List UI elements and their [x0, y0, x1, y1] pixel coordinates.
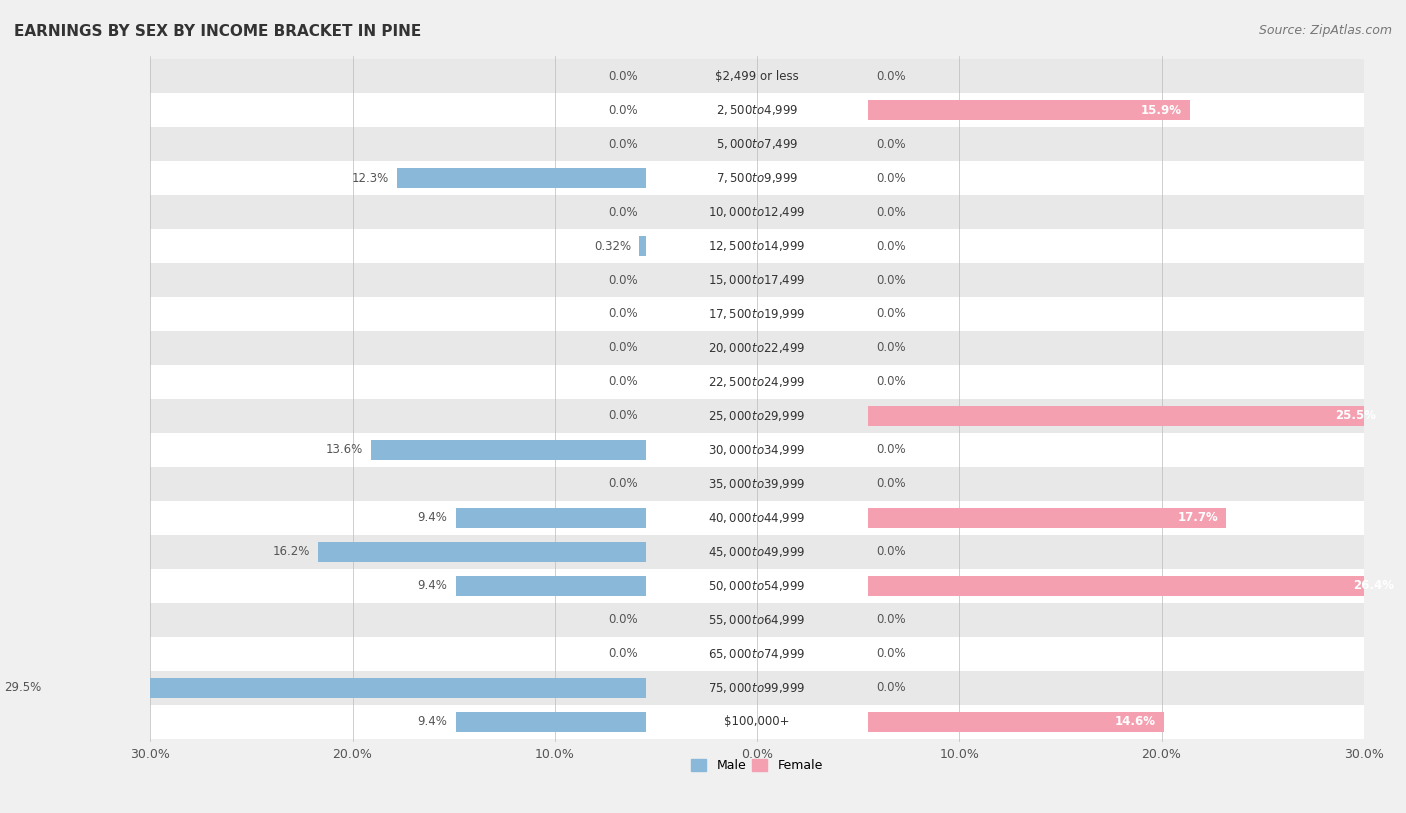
Text: $17,500 to $19,999: $17,500 to $19,999 [709, 307, 806, 321]
Bar [396, 167, 645, 189]
Bar [150, 365, 1364, 399]
Text: 0.0%: 0.0% [607, 137, 638, 150]
Text: 0.0%: 0.0% [876, 341, 905, 354]
Text: EARNINGS BY SEX BY INCOME BRACKET IN PINE: EARNINGS BY SEX BY INCOME BRACKET IN PIN… [14, 24, 422, 39]
Bar [150, 93, 1364, 127]
Bar [150, 297, 1364, 331]
Text: 0.0%: 0.0% [876, 70, 905, 83]
Text: 9.4%: 9.4% [418, 715, 447, 728]
Text: 0.0%: 0.0% [876, 546, 905, 559]
Text: $55,000 to $64,999: $55,000 to $64,999 [709, 613, 806, 627]
Text: $30,000 to $34,999: $30,000 to $34,999 [709, 443, 806, 457]
Text: 0.0%: 0.0% [876, 307, 905, 320]
Bar [456, 508, 645, 528]
Bar [869, 508, 1226, 528]
Text: 9.4%: 9.4% [418, 511, 447, 524]
Text: 0.0%: 0.0% [876, 376, 905, 389]
Bar [150, 399, 1364, 433]
Bar [150, 603, 1364, 637]
Text: 0.0%: 0.0% [876, 206, 905, 219]
Bar [371, 440, 645, 460]
Bar [869, 576, 1402, 596]
Text: 0.0%: 0.0% [607, 376, 638, 389]
Bar [150, 535, 1364, 569]
Bar [869, 100, 1189, 120]
Text: 0.0%: 0.0% [607, 273, 638, 286]
Text: 15.9%: 15.9% [1140, 103, 1181, 116]
Text: 0.0%: 0.0% [607, 103, 638, 116]
Text: 0.0%: 0.0% [607, 410, 638, 423]
Bar [869, 711, 1164, 732]
Text: $20,000 to $22,499: $20,000 to $22,499 [709, 341, 806, 355]
Text: 0.0%: 0.0% [607, 70, 638, 83]
Bar [150, 433, 1364, 467]
Bar [150, 229, 1364, 263]
Bar [150, 569, 1364, 603]
Text: 17.7%: 17.7% [1177, 511, 1218, 524]
Text: 29.5%: 29.5% [4, 681, 41, 694]
Text: 0.0%: 0.0% [607, 477, 638, 490]
Text: $5,000 to $7,499: $5,000 to $7,499 [716, 137, 799, 151]
Text: 0.0%: 0.0% [876, 647, 905, 660]
Bar [150, 467, 1364, 501]
Text: $22,500 to $24,999: $22,500 to $24,999 [709, 375, 806, 389]
Text: $100,000+: $100,000+ [724, 715, 790, 728]
Bar [318, 541, 645, 562]
Bar [150, 59, 1364, 93]
Text: $35,000 to $39,999: $35,000 to $39,999 [709, 477, 806, 491]
Text: $50,000 to $54,999: $50,000 to $54,999 [709, 579, 806, 593]
Bar [150, 501, 1364, 535]
Text: 0.0%: 0.0% [876, 681, 905, 694]
Text: 0.0%: 0.0% [607, 206, 638, 219]
Text: Source: ZipAtlas.com: Source: ZipAtlas.com [1258, 24, 1392, 37]
Text: 0.0%: 0.0% [607, 341, 638, 354]
Bar [150, 671, 1364, 705]
Bar [150, 637, 1364, 671]
Text: 0.0%: 0.0% [876, 273, 905, 286]
Text: $2,500 to $4,999: $2,500 to $4,999 [716, 103, 799, 117]
Bar [150, 195, 1364, 229]
Text: 0.0%: 0.0% [607, 647, 638, 660]
Text: 26.4%: 26.4% [1353, 580, 1395, 593]
Bar [150, 331, 1364, 365]
Text: 0.0%: 0.0% [876, 477, 905, 490]
Text: 0.0%: 0.0% [876, 137, 905, 150]
Text: 0.0%: 0.0% [876, 172, 905, 185]
Bar [150, 705, 1364, 739]
Legend: Male, Female: Male, Female [686, 754, 828, 777]
Bar [456, 711, 645, 732]
Text: 0.0%: 0.0% [607, 307, 638, 320]
Text: 0.0%: 0.0% [876, 443, 905, 456]
Text: 0.32%: 0.32% [595, 240, 631, 253]
Text: $10,000 to $12,499: $10,000 to $12,499 [709, 205, 806, 219]
Bar [150, 161, 1364, 195]
Text: $15,000 to $17,499: $15,000 to $17,499 [709, 273, 806, 287]
Text: 14.6%: 14.6% [1115, 715, 1156, 728]
Bar [150, 127, 1364, 161]
Text: 25.5%: 25.5% [1334, 410, 1376, 423]
Bar [869, 406, 1384, 426]
Text: $75,000 to $99,999: $75,000 to $99,999 [709, 681, 806, 695]
Bar [49, 678, 645, 698]
Text: 0.0%: 0.0% [607, 614, 638, 627]
Text: $40,000 to $44,999: $40,000 to $44,999 [709, 511, 806, 525]
Text: 13.6%: 13.6% [325, 443, 363, 456]
Text: 0.0%: 0.0% [876, 240, 905, 253]
Text: $12,500 to $14,999: $12,500 to $14,999 [709, 239, 806, 253]
Text: $25,000 to $29,999: $25,000 to $29,999 [709, 409, 806, 423]
Text: 0.0%: 0.0% [876, 614, 905, 627]
Text: $2,499 or less: $2,499 or less [716, 70, 799, 83]
Bar [150, 263, 1364, 297]
Bar [640, 236, 645, 256]
Text: $65,000 to $74,999: $65,000 to $74,999 [709, 647, 806, 661]
Text: $45,000 to $49,999: $45,000 to $49,999 [709, 545, 806, 559]
Bar [456, 576, 645, 596]
Text: 12.3%: 12.3% [352, 172, 389, 185]
Text: 9.4%: 9.4% [418, 580, 447, 593]
Text: 16.2%: 16.2% [273, 546, 311, 559]
Text: $7,500 to $9,999: $7,500 to $9,999 [716, 171, 799, 185]
